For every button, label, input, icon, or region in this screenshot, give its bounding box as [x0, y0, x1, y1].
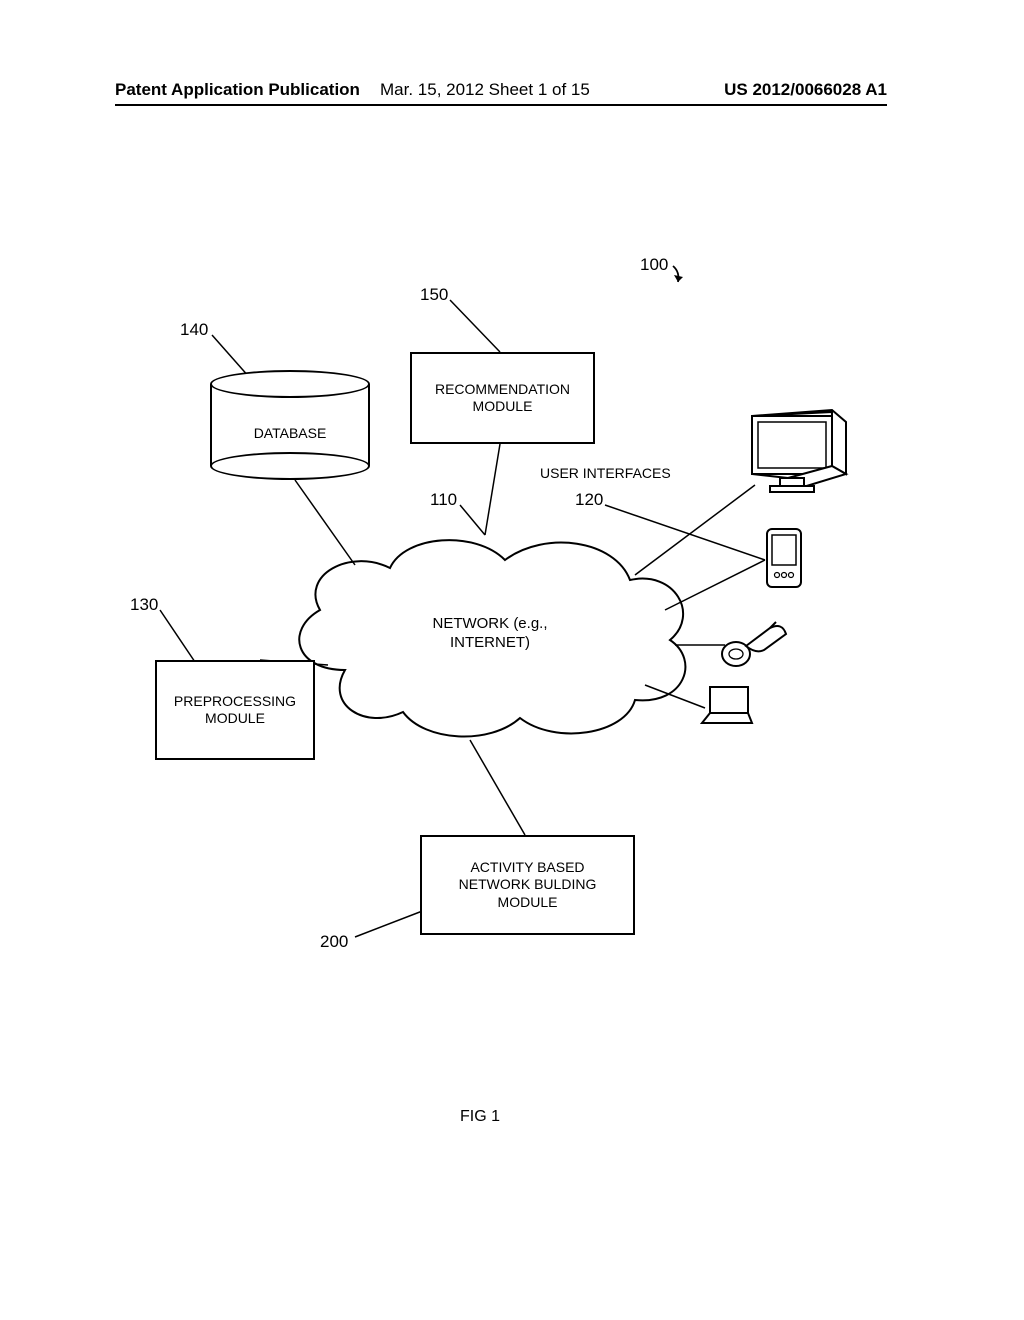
- ref-200: 200: [320, 932, 348, 952]
- ref-110-text: 110: [430, 490, 457, 509]
- ref-140-text: 140: [180, 320, 208, 339]
- ref-100-text: 100: [640, 255, 668, 274]
- ref-130-text: 130: [130, 595, 158, 614]
- activity-label: ACTIVITY BASED NETWORK BULDING MODULE: [459, 859, 597, 912]
- ref-120: 120: [575, 490, 603, 510]
- flipphone-icon: [720, 620, 790, 670]
- ref-140: 140: [180, 320, 208, 340]
- preprocessing-label: PREPROCESSING MODULE: [174, 693, 296, 728]
- ref-150: 150: [420, 285, 448, 305]
- user-interfaces-label: USER INTERFACES: [540, 465, 671, 481]
- preprocessing-node: PREPROCESSING MODULE: [155, 660, 315, 760]
- header-pubnum: US 2012/0066028 A1: [724, 80, 887, 100]
- page-header: Patent Application Publication Mar. 15, …: [0, 80, 1024, 110]
- ref-200-text: 200: [320, 932, 348, 951]
- laptop-icon: [700, 685, 755, 727]
- header-sheet: Mar. 15, 2012 Sheet 1 of 15: [380, 80, 590, 100]
- recommendation-node: RECOMMENDATION MODULE: [410, 352, 595, 444]
- pda-icon: [765, 527, 803, 589]
- ref-130: 130: [130, 595, 158, 615]
- header-rule: [115, 104, 887, 106]
- ref-120-text: 120: [575, 490, 603, 509]
- database-label: DATABASE: [254, 425, 327, 441]
- header-publication: Patent Application Publication: [115, 80, 360, 100]
- ref-110: 110: [430, 490, 457, 510]
- figure-caption: FIG 1: [460, 1108, 500, 1126]
- monitor-icon: [740, 408, 850, 500]
- user-interfaces-text: USER INTERFACES: [540, 465, 671, 481]
- ref-100: 100: [640, 255, 668, 275]
- figure-caption-text: FIG 1: [460, 1108, 500, 1125]
- activity-node: ACTIVITY BASED NETWORK BULDING MODULE: [420, 835, 635, 935]
- figure-1-diagram: NETWORK (e.g., INTERNET): [100, 230, 900, 1050]
- database-node: DATABASE: [210, 370, 370, 480]
- recommendation-label: RECOMMENDATION MODULE: [435, 381, 570, 416]
- ref-150-text: 150: [420, 285, 448, 304]
